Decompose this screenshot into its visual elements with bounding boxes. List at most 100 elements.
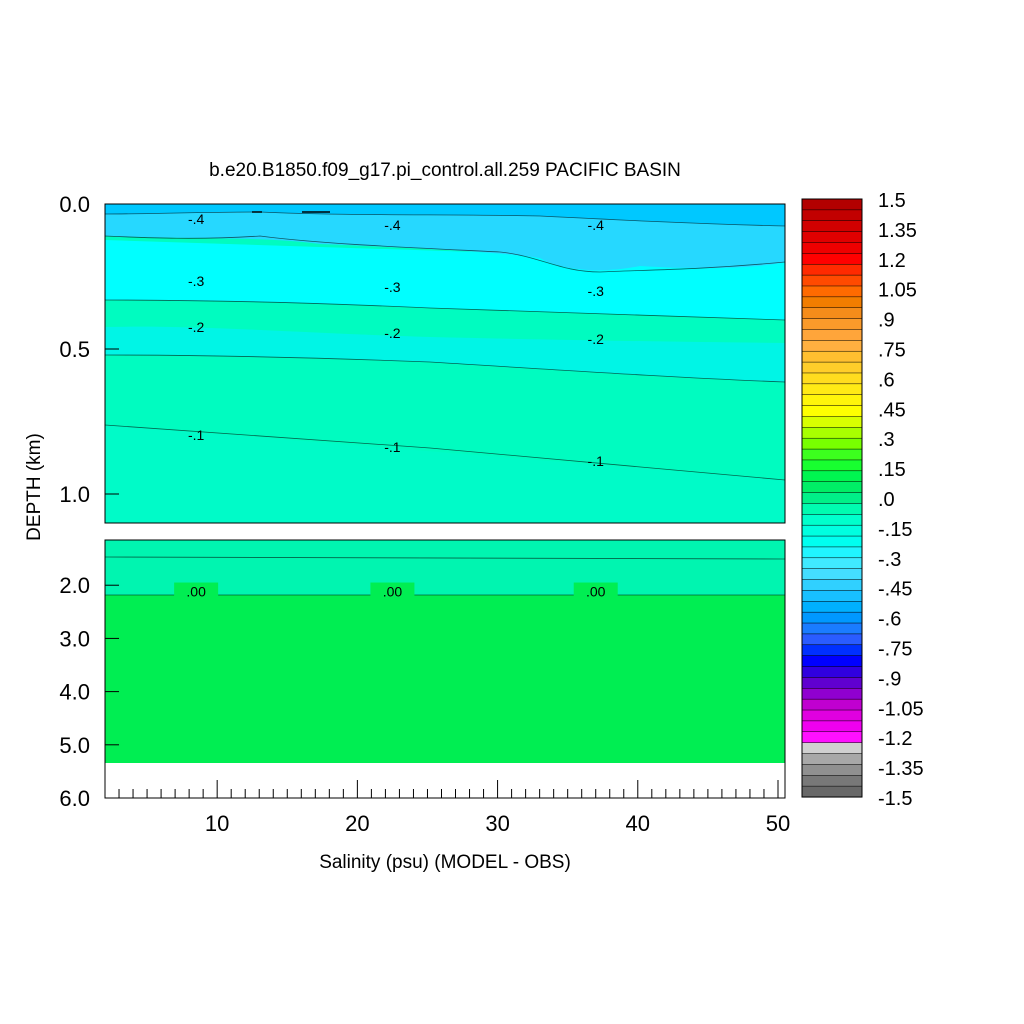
- contour-label: .00: [186, 584, 206, 600]
- colorbar-swatch: [801, 318, 863, 331]
- colorbar-label: 1.5: [878, 190, 906, 212]
- colorbar-label: .15: [878, 459, 906, 481]
- y-tick-label: 5.0: [59, 733, 90, 758]
- colorbar-label: -1.2: [878, 728, 912, 750]
- colorbar-label: -.15: [878, 519, 912, 541]
- contour-label: -.2: [384, 325, 401, 341]
- lower-panel-cyan: [105, 540, 785, 595]
- contour-label: -.1: [188, 427, 205, 443]
- colorbar-label: -.9: [878, 668, 901, 690]
- band-minus-01: [105, 425, 785, 523]
- upper-panel-frame: [104, 203, 786, 524]
- colorbar-swatch: [801, 503, 863, 515]
- contour-label: .00: [383, 584, 403, 600]
- contour-line-surface: [104, 211, 786, 227]
- contour-label: -.4: [384, 217, 401, 233]
- colorbar-swatch: [801, 481, 863, 494]
- y-tick-label: 3.0: [59, 626, 90, 651]
- colorbar-label: .6: [878, 369, 895, 391]
- upper-panel: -.4 -.4 -.4 -.3 -.3 -.3 -.2 -.2 -.2 -.1 -.1 -.1: [104, 203, 786, 524]
- colorbar-swatch: [801, 263, 863, 276]
- colorbar-swatch: [801, 296, 863, 309]
- x-tick-label: 40: [626, 811, 650, 836]
- contour-labels-lower: .00 .00 .00: [174, 582, 618, 601]
- contour-line-minus-01: [104, 424, 786, 481]
- colorbar-swatch: [801, 535, 863, 548]
- colorbar-swatch: [801, 470, 863, 483]
- colorbar-swatch: [801, 209, 863, 222]
- contour-label: -.2: [588, 331, 605, 347]
- colorbar-label: .9: [878, 310, 895, 332]
- band-near-surface: [105, 204, 785, 226]
- colorbar: 1.5 1.35 1.2 1.05 .9 .75 .6 .45 .3 .15 .0 -.15 -.3 -.…: [801, 190, 924, 810]
- colorbar-swatch: [801, 698, 863, 711]
- colorbar-swatch: [801, 546, 863, 559]
- band-surface: [105, 204, 785, 271]
- contour-labels-upper: -.4 -.4 -.4 -.3 -.3 -.3 -.2 -.2 -.2 -.1 -.1 -.1: [188, 211, 605, 469]
- colorbar-swatch: [801, 383, 863, 396]
- y-tick-label: 6.0: [59, 786, 90, 811]
- colorbar-label: -.75: [878, 639, 912, 661]
- colorbar-swatch: [801, 372, 863, 385]
- colorbar-swatch: [801, 514, 863, 526]
- contour-lines-upper: [104, 211, 786, 481]
- x-tick-label: 10: [205, 811, 229, 836]
- contour-label: -.3: [188, 273, 205, 289]
- colorbar-label: 1.05: [878, 280, 917, 302]
- y-tick-label: 2.0: [59, 573, 90, 598]
- colorbar-swatch: [801, 448, 863, 461]
- colorbar-swatch: [801, 775, 863, 787]
- colorbar-swatch: [801, 350, 863, 363]
- contour-label: -.2: [188, 319, 205, 335]
- contour-label: -.1: [588, 453, 605, 469]
- colorbar-swatch: [801, 666, 863, 678]
- contour-label: -.3: [588, 283, 605, 299]
- x-tick-label: 20: [345, 811, 369, 836]
- colorbar-swatch: [801, 622, 863, 635]
- contour-line-minus-04: [104, 235, 786, 273]
- colorbar-label: .3: [878, 429, 895, 451]
- chart-title: b.e20.B1850.f09_g17.pi_control.all.259 P…: [209, 160, 681, 181]
- colorbar-swatch: [801, 720, 863, 733]
- colorbar-swatch: [801, 611, 863, 624]
- contour-label-bg: [174, 582, 219, 601]
- colorbar-swatch: [801, 405, 863, 418]
- colorbar-swatch: [801, 579, 863, 591]
- contour-label: -.4: [588, 217, 605, 233]
- colorbar-label: 1.35: [878, 220, 917, 242]
- colorbar-swatch: [801, 731, 863, 744]
- colorbar-swatch: [801, 274, 863, 287]
- band-minus-02: [105, 326, 785, 382]
- colorbar-swatch: [801, 524, 863, 537]
- colorbar-swatch: [801, 459, 863, 472]
- colorbar-swatch: [801, 394, 863, 407]
- colorbar-swatch: [801, 329, 863, 341]
- colorbar-swatch: [801, 437, 863, 450]
- colorbar-swatch: [801, 361, 863, 374]
- colorbar-swatch: [801, 220, 863, 233]
- colorbar-swatch: [801, 253, 863, 265]
- y-tick-label: 1.0: [59, 482, 90, 507]
- colorbar-swatch: [801, 416, 863, 428]
- colorbar-swatch: [801, 557, 863, 570]
- colorbar-swatch: [801, 633, 863, 646]
- contour-label-bg: [573, 582, 618, 601]
- y-axis-label: DEPTH (km): [24, 433, 45, 541]
- colorbar-swatch: [801, 340, 863, 352]
- colorbar-swatch: [801, 644, 863, 657]
- y-tick-label: 0.0: [59, 192, 90, 217]
- contour-line-minus-02: [104, 354, 786, 383]
- colorbar-swatch: [801, 492, 863, 504]
- colorbar-label: 1.2: [878, 250, 906, 272]
- colorbar-swatch: [801, 688, 863, 700]
- contour-label: -.1: [384, 439, 401, 455]
- x-tick-label: 50: [766, 811, 790, 836]
- colorbar-swatch: [801, 242, 863, 254]
- colorbar-swatch: [801, 677, 863, 689]
- colorbar-frame: [801, 198, 863, 798]
- y-tick-label: 0.5: [59, 337, 90, 362]
- y-axis: 0.0 0.5 1.0 2.0 3.0 4.0 5.0 6.0: [59, 192, 119, 811]
- colorbar-swatch: [801, 285, 863, 298]
- colorbar-label: .75: [878, 340, 906, 362]
